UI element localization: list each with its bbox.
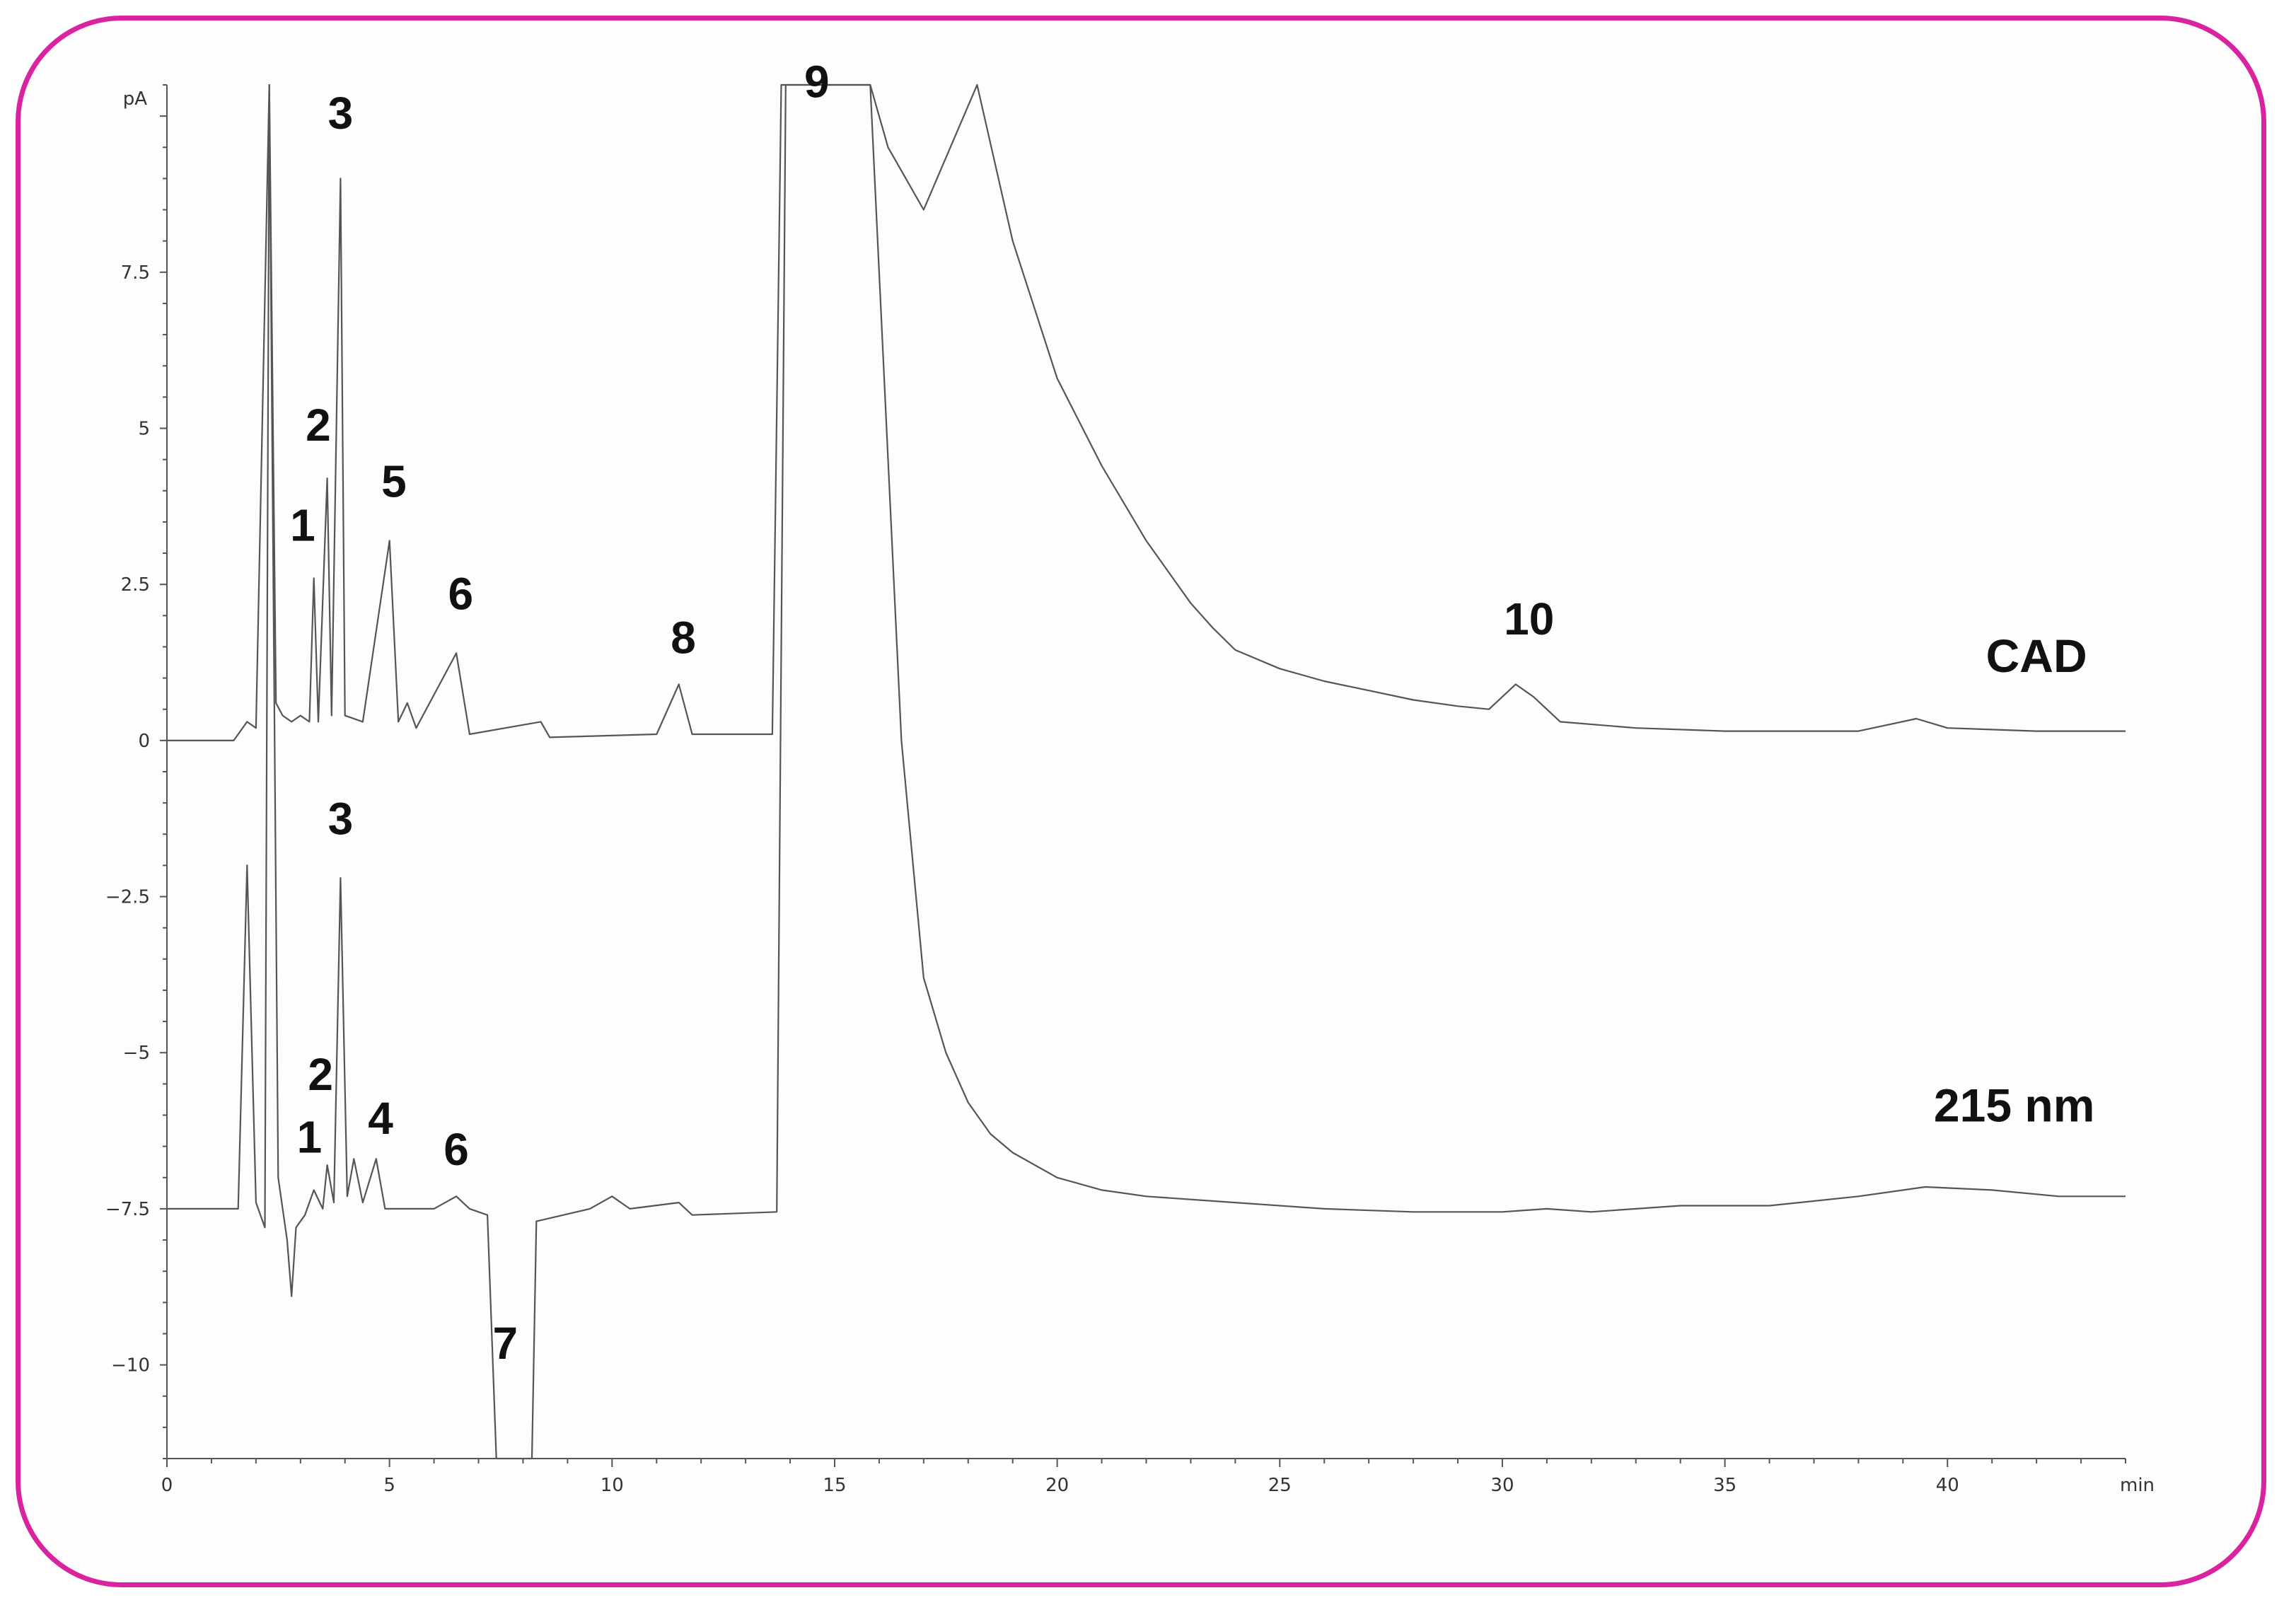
peak-label: 4 [368,1093,393,1144]
y-tick-label: 5 [138,419,150,440]
peak-label: 1 [297,1111,323,1162]
y-tick-label: −10 [111,1355,150,1377]
x-tick-label: 30 [1490,1475,1514,1496]
traces [167,83,2126,1460]
y-tick-label: 0 [138,731,150,752]
x-tick-label: 20 [1045,1475,1069,1496]
peak-label: 6 [448,568,474,619]
peak-label: 6 [443,1124,469,1175]
trace-label: 215 nm [1934,1079,2094,1131]
peak-label: 2 [308,1049,333,1100]
x-axis-unit: min [2120,1475,2155,1496]
x-tick-label: 5 [383,1475,395,1496]
peak-label: 9 [804,57,830,108]
y-tick-label: −2.5 [105,887,150,908]
x-tick-label: 25 [1268,1475,1292,1496]
y-tick-label: 7.5 [121,262,150,284]
peak-label: 5 [381,456,407,507]
peak-label: 2 [306,400,331,451]
x-tick-label: 40 [1936,1475,1959,1496]
y-axis-unit: pA [123,88,148,110]
peak-label: 3 [328,88,354,139]
trace-cad [167,83,2126,741]
trace-215nm [167,83,2126,1460]
axes: −10−7.5−5−2.502.557.50 5 10 15 20 25 30 35 40pAm… [105,84,2155,1496]
x-tick-label: 15 [823,1475,846,1496]
x-tick-label: 0 [161,1475,173,1496]
peak-label: 1 [290,499,315,550]
x-tick-label: 10 [601,1475,624,1496]
peak-label: 8 [671,612,696,663]
trace-label: CAD [1986,630,2087,682]
peak-label: 10 [1504,593,1554,644]
y-tick-label: 2.5 [121,574,150,596]
chart-frame [16,16,2266,1587]
y-tick-label: −7.5 [105,1199,150,1220]
peak-label: 7 [492,1318,518,1369]
y-tick-label: −5 [123,1043,150,1064]
x-tick-label: 35 [1713,1475,1737,1496]
peak-label: 3 [328,793,354,844]
